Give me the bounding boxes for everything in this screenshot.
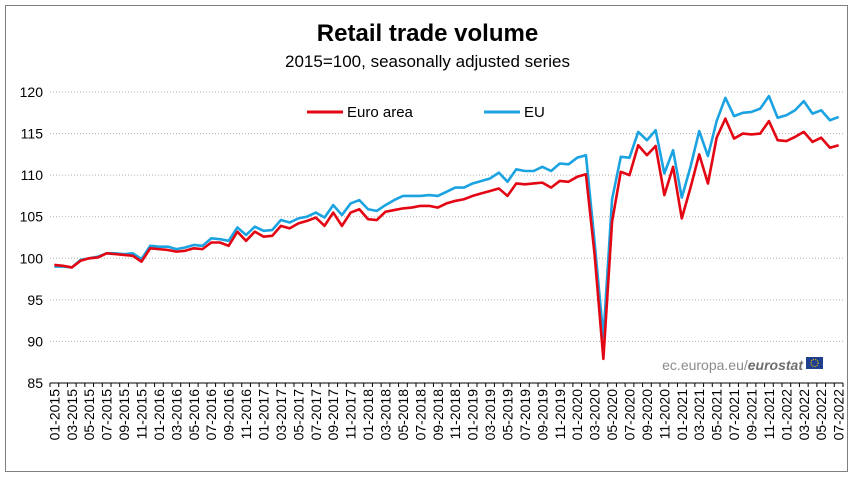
x-tick-label: 01-2018 [360, 389, 376, 441]
x-tick-label: 01-2015 [46, 389, 62, 441]
legend-label-euro-area: Euro area [347, 104, 414, 121]
x-tick-label: 03-2022 [796, 389, 812, 441]
x-tick-label: 09-2017 [325, 389, 341, 441]
eu-flag-icon [806, 357, 823, 369]
svg-text:ec.europa.eu/eurostat: ec.europa.eu/eurostat [662, 357, 804, 373]
gridlines [50, 91, 843, 342]
x-tick-label: 09-2015 [116, 389, 132, 441]
x-axis: 01-2015 03-2015 05-2015 07-2015 09-2015 11-20… [46, 382, 847, 441]
x-tick-label: 05-2019 [500, 389, 516, 441]
x-tick-label: 01-2019 [465, 389, 481, 441]
x-tick-label: 01-2022 [778, 389, 794, 441]
legend-label-eu: EU [524, 104, 545, 121]
x-tick-label: 11-2019 [552, 389, 568, 440]
x-tick-label: 07-2020 [622, 389, 638, 441]
chart-subtitle: 2015=100, seasonally adjusted series [285, 52, 570, 71]
x-tick-label: 11-2015 [134, 389, 150, 440]
chart-frame [5, 5, 848, 472]
x-tick-label: 11-2016 [238, 389, 254, 440]
y-tick-label: 100 [20, 250, 44, 266]
x-tick-label: 11-2020 [656, 389, 672, 440]
x-tick-label: 09-2020 [639, 389, 655, 441]
y-tick-label: 110 [21, 167, 44, 183]
x-tick-label: 05-2016 [186, 389, 202, 441]
series-line-euro-area [54, 117, 839, 361]
x-tick-label: 09-2019 [534, 389, 550, 441]
x-tick-label: 03-2018 [378, 389, 394, 441]
chart-title: Retail trade volume [316, 20, 539, 47]
x-tick-label: 05-2018 [395, 389, 411, 441]
x-tick-label: 01-2020 [569, 389, 585, 441]
y-tick-label: 95 [27, 292, 43, 308]
x-tick-label: 05-2017 [290, 389, 306, 441]
x-tick-label: 03-2020 [587, 389, 603, 441]
x-tick-label: 01-2017 [256, 389, 272, 441]
x-tick-label: 05-2022 [813, 389, 829, 441]
x-tick-label: 11-2021 [761, 389, 777, 440]
x-tick-label: 03-2021 [691, 389, 707, 441]
x-tick-label: 07-2018 [412, 389, 428, 441]
x-tick-label: 07-2015 [99, 389, 115, 441]
source-credit: ec.europa.eu/eurostat [662, 357, 823, 373]
y-tick-label: 115 [21, 126, 44, 142]
x-tick-label: 05-2015 [81, 389, 97, 441]
x-tick-label: 07-2016 [203, 389, 219, 441]
x-tick-label: 07-2022 [831, 389, 847, 441]
series-lines [54, 94, 840, 361]
y-tick-label: 85 [27, 375, 43, 391]
x-tick-label: 03-2017 [273, 389, 289, 441]
x-tick-label: 01-2016 [151, 389, 167, 441]
y-tick-label: 90 [27, 333, 43, 349]
x-tick-label: 11-2017 [343, 389, 359, 440]
x-tick-label: 01-2021 [674, 389, 690, 441]
x-tick-label: 11-2018 [447, 389, 463, 440]
x-tick-label: 07-2017 [308, 389, 324, 441]
x-tick-label: 07-2021 [726, 389, 742, 441]
series-line-eu [54, 94, 840, 339]
x-tick-label: 03-2015 [64, 389, 80, 441]
x-tick-label: 09-2016 [221, 389, 237, 441]
x-tick-label: 05-2021 [709, 389, 725, 441]
x-tick-label: 09-2021 [744, 389, 760, 441]
source-brand: eurostat [748, 357, 805, 373]
x-tick-label: 09-2018 [430, 389, 446, 441]
y-axis: 85 90 95 100 105 110 115 120 [20, 84, 44, 391]
x-tick-label: 05-2020 [604, 389, 620, 441]
x-tick-label: 07-2019 [517, 389, 533, 441]
source-prefix: ec.europa.eu/ [662, 357, 748, 373]
y-tick-label: 120 [20, 84, 44, 100]
x-tick-label: 03-2019 [482, 389, 498, 441]
legend: Euro area EU [307, 104, 545, 121]
x-tick-label: 03-2016 [168, 389, 184, 441]
y-tick-label: 105 [20, 209, 44, 225]
